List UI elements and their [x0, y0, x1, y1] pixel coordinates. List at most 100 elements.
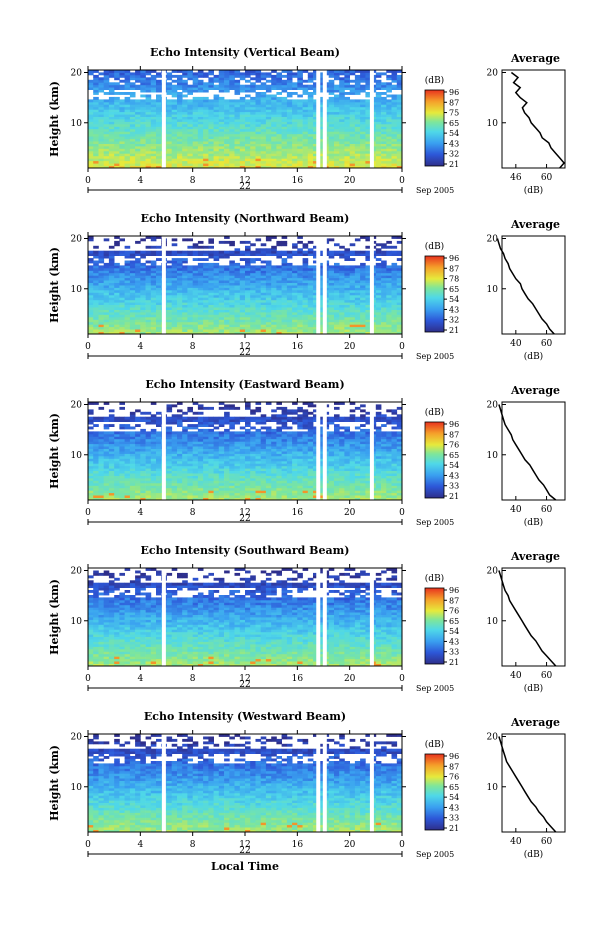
heatmap-cell [88, 272, 94, 276]
heatmap-cell [292, 150, 298, 154]
heatmap-cell [218, 253, 225, 256]
heatmap-cell [307, 240, 314, 244]
heatmap-cell [145, 131, 152, 135]
heatmap-cell [218, 150, 225, 154]
heatmap-cell [88, 155, 94, 159]
heatmap-cell [208, 121, 214, 125]
heatmap-cell [224, 133, 230, 137]
x-tick-label: 16 [292, 342, 304, 352]
heatmap-cell [339, 160, 345, 164]
heatmap-cell [129, 262, 136, 266]
heatmap-cell [98, 106, 105, 110]
heatmap-cell [302, 114, 309, 117]
heatmap-cell [250, 153, 256, 157]
heatmap-cell [260, 74, 267, 78]
heatmap-cell [166, 280, 173, 283]
heatmap-cell [135, 329, 141, 332]
heatmap-cell [260, 270, 267, 274]
heatmap-cell [271, 270, 277, 274]
heatmap-cell [114, 72, 120, 76]
heatmap-cell [88, 497, 94, 501]
heatmap-cell [124, 487, 131, 491]
heatmap-cell [234, 307, 241, 310]
heatmap-cell [224, 104, 230, 108]
heatmap-cell [276, 79, 282, 83]
heatmap-cell [318, 153, 324, 157]
heatmap-cell [197, 126, 204, 130]
heatmap-cell [156, 297, 162, 301]
heatmap-cell [224, 326, 230, 330]
heatmap-cell [281, 123, 288, 127]
heatmap-cell [334, 158, 340, 162]
heatmap-cell [381, 297, 387, 301]
heatmap-cell [375, 285, 382, 288]
heatmap-cell [360, 158, 366, 162]
heatmap-cell [108, 458, 115, 462]
heatmap-cell [328, 297, 335, 301]
heatmap-cell [124, 123, 131, 127]
heatmap-cell [365, 245, 371, 249]
heatmap-cell [375, 136, 382, 140]
heatmap-cell [239, 280, 246, 283]
heatmap-cell [302, 282, 309, 286]
heatmap-cell [386, 321, 392, 325]
heatmap-cell [145, 421, 152, 425]
heatmap-cell [150, 292, 157, 296]
heatmap-cell [239, 329, 246, 332]
heatmap-cell [286, 70, 293, 73]
heatmap-cell [177, 94, 183, 98]
heatmap-cell [145, 111, 152, 115]
heatmap-cell [187, 145, 193, 149]
heatmap-cell [197, 89, 204, 93]
heatmap-cell [192, 316, 199, 320]
heatmap-cell [234, 272, 241, 276]
heatmap-cell [281, 280, 288, 283]
heatmap-cell [150, 490, 157, 494]
heatmap-cell [135, 265, 141, 269]
heatmap-cell [93, 443, 99, 447]
heatmap-cell [391, 321, 398, 325]
heatmap-cell [156, 114, 162, 117]
heatmap-cell [224, 155, 230, 159]
heatmap-cell [234, 302, 241, 305]
heatmap-cell [281, 101, 288, 105]
heatmap-cell [396, 292, 403, 296]
heatmap-cell [114, 329, 120, 332]
heatmap-cell [391, 119, 398, 122]
heatmap-cell [140, 428, 146, 432]
heatmap-cell [150, 299, 157, 303]
heatmap-cell [182, 72, 188, 76]
heatmap-cell [166, 294, 173, 298]
heatmap-cell [307, 250, 314, 254]
heatmap-cell [208, 282, 214, 286]
heatmap-cell [166, 131, 173, 135]
heatmap-cell [245, 128, 251, 132]
heatmap-cell [140, 441, 146, 445]
heatmap-cell [171, 443, 178, 447]
heatmap-cell [245, 324, 251, 328]
heatmap-cell [318, 77, 324, 81]
heatmap-cell [192, 304, 199, 308]
heatmap-cell [334, 321, 340, 325]
heatmap-cell [328, 89, 335, 93]
heatmap-cell [391, 275, 398, 279]
heatmap-cell [396, 319, 403, 323]
heatmap-cell [177, 419, 183, 422]
heatmap-cell [334, 282, 340, 286]
heatmap-cell [334, 136, 340, 140]
heatmap-cell [171, 319, 178, 323]
heatmap-cell [171, 111, 178, 115]
heatmap-cell [234, 121, 241, 125]
heatmap-cell [381, 329, 387, 332]
heatmap-cell [302, 329, 309, 332]
heatmap-cell [156, 133, 162, 137]
heatmap-cell [213, 111, 220, 115]
heatmap-cell [203, 285, 209, 288]
heatmap-cell [187, 468, 193, 471]
heatmap-cell [182, 153, 188, 157]
heatmap-cell [135, 158, 141, 162]
heatmap-cell [281, 299, 288, 303]
heatmap-cell [182, 265, 188, 269]
heatmap-cell [344, 307, 350, 310]
heatmap-cell [328, 143, 335, 147]
